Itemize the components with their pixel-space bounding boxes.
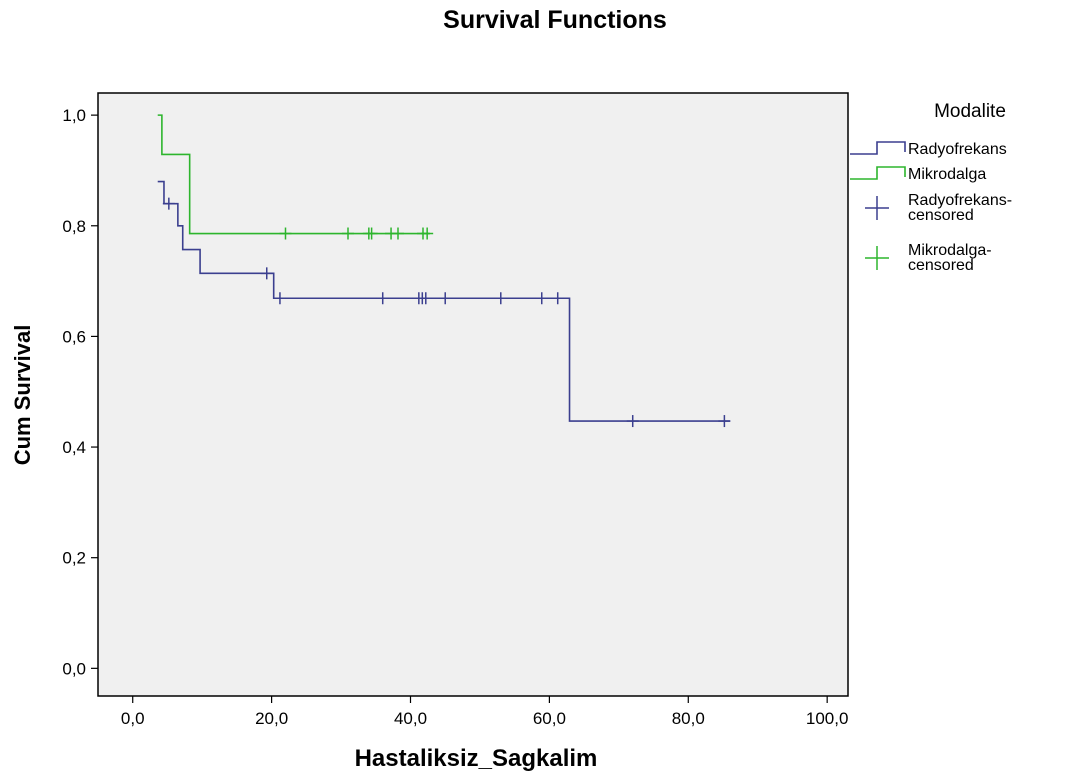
censor-mark (162, 197, 175, 210)
survival-line (157, 114, 430, 235)
legend-item: Mikrodalga (850, 166, 986, 183)
censor-mark (365, 227, 378, 240)
x-tick-label: 40,0 (394, 709, 427, 728)
x-tick-label: 0,0 (121, 709, 145, 728)
censor-mark (260, 267, 273, 280)
legend: Modalite Radyofrekans Mikrodalga Radyofrek… (850, 101, 1012, 274)
x-tick-label: 100,0 (806, 709, 849, 728)
censor-mark (439, 292, 452, 305)
legend-label: Mikrodalga (908, 166, 986, 183)
legend-label: censored (908, 207, 974, 224)
chart-title: Survival Functions (443, 6, 667, 34)
series-mikrodalga (157, 114, 434, 240)
legend-item: Radyofrekans-censored (865, 192, 1012, 224)
censor-mark (342, 227, 354, 240)
x-tick-label: 20,0 (255, 709, 288, 728)
censor-mark (421, 227, 434, 240)
censor-mark (376, 292, 389, 305)
censor-mark (551, 292, 564, 305)
x-axis: 0,0 20,0 40,0 60,0 80,0 100,0 (121, 696, 849, 728)
censor-mark (279, 227, 292, 240)
series-layer (157, 114, 731, 428)
y-tick-label: 0,8 (62, 217, 86, 236)
y-axis-label: Cum Survival (10, 325, 35, 466)
legend-swatch-censor (865, 196, 889, 220)
y-tick-label: 1,0 (62, 106, 86, 125)
legend-label: Radyofrekans- (908, 192, 1012, 209)
y-tick-label: 0,2 (62, 549, 86, 568)
y-axis: 0,0 0,2 0,4 0,6 0,8 1,0 (62, 106, 98, 678)
x-axis-label: Hastaliksiz_Sagkalim (355, 745, 598, 772)
legend-label: censored (908, 257, 974, 274)
plot-area (97, 92, 849, 697)
legend-item: Radyofrekans (850, 141, 1007, 158)
censor-mark (535, 292, 548, 305)
legend-swatch-line (850, 166, 906, 180)
censor-mark (626, 415, 639, 428)
series-radyofrekans (157, 180, 731, 428)
y-tick-label: 0,0 (62, 659, 86, 678)
legend-label: Mikrodalga- (908, 242, 992, 259)
censor-mark (494, 292, 507, 305)
legend-title: Modalite (934, 101, 1006, 122)
legend-swatch-censor (865, 246, 889, 270)
y-tick-label: 0,4 (62, 438, 86, 457)
legend-label: Radyofrekans (908, 141, 1007, 158)
censor-mark (419, 292, 432, 305)
legend-item: Mikrodalga-censored (865, 242, 992, 274)
x-tick-label: 60,0 (533, 709, 566, 728)
censor-mark (392, 227, 404, 240)
censor-mark (718, 415, 731, 428)
censor-mark (273, 292, 286, 305)
y-tick-label: 0,6 (62, 327, 86, 346)
x-tick-label: 80,0 (672, 709, 705, 728)
legend-swatch-line (850, 141, 906, 155)
